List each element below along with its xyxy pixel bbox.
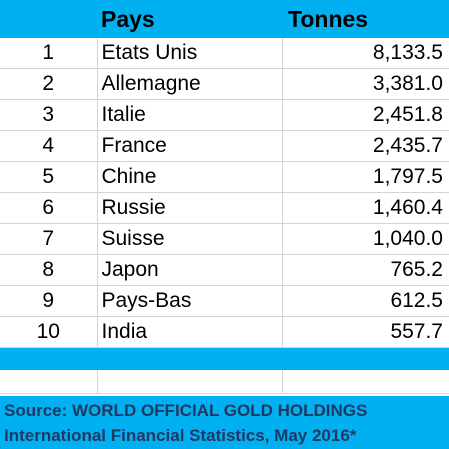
- table-row: 8 Japon 765.2: [0, 254, 449, 286]
- tonnes-cell: 3,381.0: [282, 68, 449, 100]
- rank-cell: 5: [0, 161, 98, 193]
- empty-cell: [0, 370, 98, 394]
- table-row: 5 Chine 1,797.5: [0, 161, 449, 193]
- source-line-2: International Financial Statistics, May …: [4, 426, 357, 445]
- header-country: Pays: [97, 0, 282, 38]
- table-row: 10 India 557.7: [0, 316, 449, 348]
- table-row: 2 Allemagne 3,381.0: [0, 68, 449, 100]
- rank-cell: 6: [0, 192, 98, 224]
- header-tonnes: Tonnes: [282, 0, 449, 38]
- country-cell: Japon: [97, 254, 283, 286]
- empty-cell: [282, 370, 449, 394]
- source-line-1: Source: WORLD OFFICIAL GOLD HOLDINGS: [4, 401, 368, 420]
- country-cell: Russie: [97, 192, 283, 224]
- tonnes-cell: 2,451.8: [282, 99, 449, 131]
- tonnes-cell: 2,435.7: [282, 130, 449, 162]
- rank-cell: 1: [0, 38, 98, 69]
- country-cell: Chine: [97, 161, 283, 193]
- country-cell: France: [97, 130, 283, 162]
- header-rank: [0, 0, 97, 38]
- table-header-row: Pays Tonnes: [0, 0, 449, 38]
- separator-band: [0, 347, 449, 370]
- tonnes-cell: 1,040.0: [282, 223, 449, 255]
- country-cell: India: [97, 316, 283, 348]
- empty-row: [0, 370, 449, 394]
- tonnes-cell: 1,460.4: [282, 192, 449, 224]
- table-row: 1 Etats Unis 8,133.5: [0, 38, 449, 69]
- tonnes-cell: 612.5: [282, 285, 449, 317]
- table-row: 6 Russie 1,460.4: [0, 192, 449, 224]
- table-row: 4 France 2,435.7: [0, 130, 449, 162]
- table-row: 9 Pays-Bas 612.5: [0, 285, 449, 317]
- source-note: Source: WORLD OFFICIAL GOLD HOLDINGS Int…: [0, 396, 449, 449]
- gold-holdings-table: Pays Tonnes 1 Etats Unis 8,133.5 2 Allem…: [0, 0, 449, 394]
- empty-cell: [97, 370, 283, 394]
- country-cell: Pays-Bas: [97, 285, 283, 317]
- rank-cell: 2: [0, 68, 98, 100]
- tonnes-cell: 557.7: [282, 316, 449, 348]
- country-cell: Allemagne: [97, 68, 283, 100]
- country-cell: Suisse: [97, 223, 283, 255]
- rank-cell: 3: [0, 99, 98, 131]
- rank-cell: 9: [0, 285, 98, 317]
- rank-cell: 7: [0, 223, 98, 255]
- tonnes-cell: 8,133.5: [282, 38, 449, 69]
- rank-cell: 4: [0, 130, 98, 162]
- tonnes-cell: 765.2: [282, 254, 449, 286]
- country-cell: Etats Unis: [97, 38, 283, 69]
- tonnes-cell: 1,797.5: [282, 161, 449, 193]
- table-row: 7 Suisse 1,040.0: [0, 223, 449, 255]
- table-row: 3 Italie 2,451.8: [0, 99, 449, 131]
- rank-cell: 10: [0, 316, 98, 348]
- country-cell: Italie: [97, 99, 283, 131]
- rank-cell: 8: [0, 254, 98, 286]
